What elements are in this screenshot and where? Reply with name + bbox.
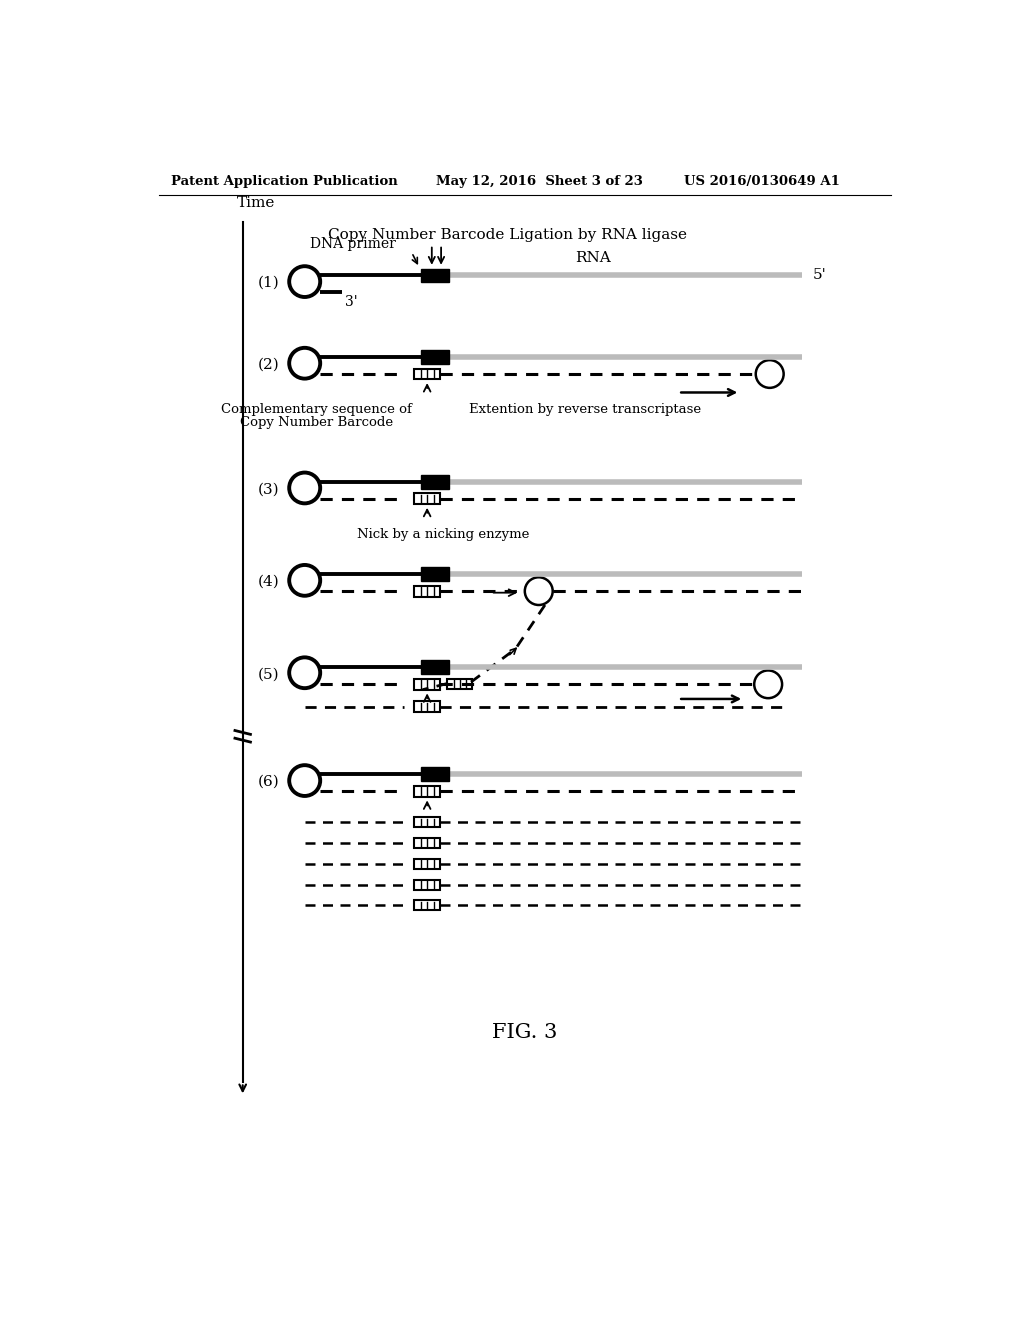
Text: Copy Number Barcode Ligation by RNA ligase: Copy Number Barcode Ligation by RNA liga…	[329, 228, 687, 243]
Text: Time: Time	[237, 195, 274, 210]
Bar	[414, 838, 440, 847]
Bar	[414, 859, 440, 869]
Bar	[414, 785, 440, 797]
Bar	[421, 475, 449, 488]
Bar	[414, 494, 440, 504]
Text: US 2016/0130649 A1: US 2016/0130649 A1	[684, 176, 841, 187]
Text: (3): (3)	[258, 483, 280, 496]
Text: May 12, 2016  Sheet 3 of 23: May 12, 2016 Sheet 3 of 23	[436, 176, 643, 187]
Bar	[414, 586, 440, 597]
Text: Patent Application Publication: Patent Application Publication	[171, 176, 397, 187]
Text: Copy Number Barcode: Copy Number Barcode	[240, 416, 393, 429]
Text: (5): (5)	[258, 668, 280, 681]
Bar	[421, 767, 449, 781]
Bar	[414, 701, 440, 711]
Text: Nick by a nicking enzyme: Nick by a nicking enzyme	[356, 528, 529, 541]
Text: RNA: RNA	[575, 251, 611, 264]
Bar	[414, 368, 440, 379]
Bar	[421, 660, 449, 673]
Bar	[421, 268, 449, 282]
Text: (1): (1)	[258, 276, 280, 290]
Text: Complementary sequence of: Complementary sequence of	[221, 404, 412, 416]
Bar	[421, 568, 449, 581]
Bar	[421, 350, 449, 364]
Text: (2): (2)	[258, 358, 280, 372]
Text: 5': 5'	[813, 268, 826, 282]
Bar	[414, 817, 440, 828]
Text: Extention by reverse transcriptase: Extention by reverse transcriptase	[469, 404, 701, 416]
Bar	[414, 900, 440, 911]
Text: (6): (6)	[258, 775, 280, 789]
Bar	[414, 879, 440, 890]
Text: (4): (4)	[258, 576, 280, 589]
Text: FIG. 3: FIG. 3	[493, 1023, 557, 1041]
Text: 3': 3'	[345, 294, 357, 309]
Bar	[447, 678, 472, 689]
Bar	[414, 678, 440, 689]
Text: DNA primer: DNA primer	[310, 236, 395, 251]
